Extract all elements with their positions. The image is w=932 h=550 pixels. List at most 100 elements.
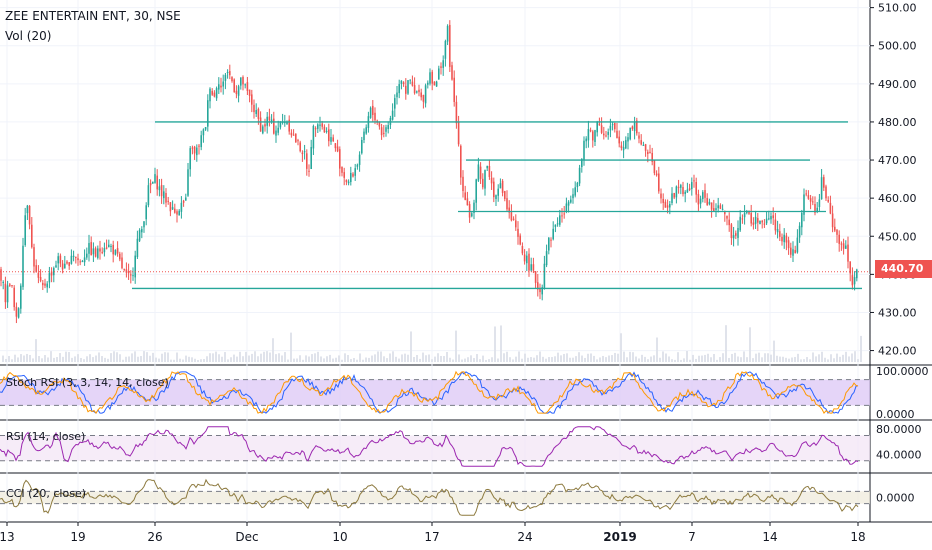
candle-body [669, 204, 671, 208]
volume-bar [77, 354, 79, 362]
candle-body [537, 282, 539, 290]
candle-body [372, 105, 374, 115]
price-tick-label: 500.00 [878, 40, 917, 53]
last-price-tag: 440.70 [875, 260, 932, 278]
candle-body [592, 131, 594, 141]
volume-bar [158, 358, 160, 362]
volume-bar [482, 355, 484, 362]
candle-body [312, 125, 315, 149]
volume-bar [191, 357, 193, 362]
volume-bar [743, 351, 745, 362]
volume-bar [680, 359, 682, 362]
candle-body [143, 221, 145, 228]
volume-bar [284, 352, 286, 362]
candle-body [339, 149, 341, 169]
candle-body [728, 219, 730, 226]
volume-bar [683, 358, 685, 362]
candle-body [319, 124, 321, 126]
volume-bar [41, 358, 43, 362]
volume-bar [797, 353, 799, 362]
candle-body [710, 202, 713, 210]
candle-body [149, 182, 152, 186]
volume-bar [53, 357, 55, 362]
volume-bar [461, 359, 463, 362]
volume-bar [746, 357, 748, 362]
candle-body [651, 152, 653, 162]
volume-bar [161, 353, 163, 362]
candle-body [732, 235, 735, 239]
indicator-line [0, 478, 859, 516]
candle-body [565, 203, 568, 212]
candle-body [704, 190, 706, 198]
volume-bar [659, 357, 661, 362]
candle-body [484, 170, 486, 189]
volume-bar [791, 357, 793, 362]
volume-label: Vol (20) [5, 29, 52, 43]
candle-body [517, 228, 519, 237]
volume-bar [704, 354, 706, 362]
volume-bar [434, 356, 436, 362]
volume-bar [269, 352, 271, 362]
volume-bar [314, 353, 316, 362]
volume-bar [587, 353, 589, 362]
volume-bar [566, 353, 568, 362]
candle-body [616, 130, 618, 139]
candle-body [81, 261, 84, 263]
candle-body [849, 261, 851, 274]
volume-bar [50, 351, 52, 362]
candle-body [354, 168, 356, 176]
candle-body [664, 201, 667, 208]
volume-bar [113, 351, 115, 362]
volume-bar [713, 354, 715, 362]
candle-body [343, 172, 345, 178]
volume-bar [20, 354, 22, 362]
candle-body [587, 129, 590, 141]
candle-body [224, 74, 227, 81]
candle-body [818, 199, 821, 207]
volume-bar [476, 354, 478, 362]
candle-body [385, 127, 387, 132]
candle-body [407, 80, 409, 94]
candle-body [136, 238, 139, 258]
volume-bar [536, 355, 538, 362]
candle-body [794, 250, 796, 254]
candle-body [28, 205, 31, 225]
volume-bar [821, 351, 823, 362]
candle-body [99, 248, 101, 252]
candle-body [567, 201, 570, 206]
candle-body [6, 285, 9, 303]
candle-body [290, 132, 293, 136]
volume-bar [488, 359, 490, 362]
candle-body [174, 208, 176, 213]
volume-bar [614, 352, 616, 362]
volume-bar [374, 354, 376, 362]
volume-bar [104, 357, 106, 362]
volume-bar [749, 327, 751, 362]
volume-bar [197, 359, 199, 362]
cci-label: CCI (20, close) [6, 487, 87, 500]
candle-body [673, 192, 675, 198]
candle-body [4, 283, 7, 303]
candle-body [748, 210, 750, 214]
volume-bar [851, 353, 853, 362]
volume-bar [569, 357, 571, 362]
volume-bar [335, 357, 337, 362]
volume-bar [221, 356, 223, 362]
candle-body [638, 135, 640, 139]
candle-body [539, 288, 541, 293]
candle-body [356, 164, 359, 167]
candle-body [486, 165, 488, 169]
volume-bar [275, 354, 277, 362]
candle-body [506, 198, 508, 210]
volume-bar [149, 355, 151, 362]
volume-bar [728, 357, 730, 362]
volume-bar [83, 359, 85, 362]
candle-body [380, 127, 383, 136]
candle-body [110, 245, 112, 247]
candle-body [22, 245, 24, 287]
volume-bar [299, 355, 301, 362]
candle-body [226, 72, 229, 74]
candle-body [574, 187, 576, 196]
candle-body [422, 94, 425, 102]
